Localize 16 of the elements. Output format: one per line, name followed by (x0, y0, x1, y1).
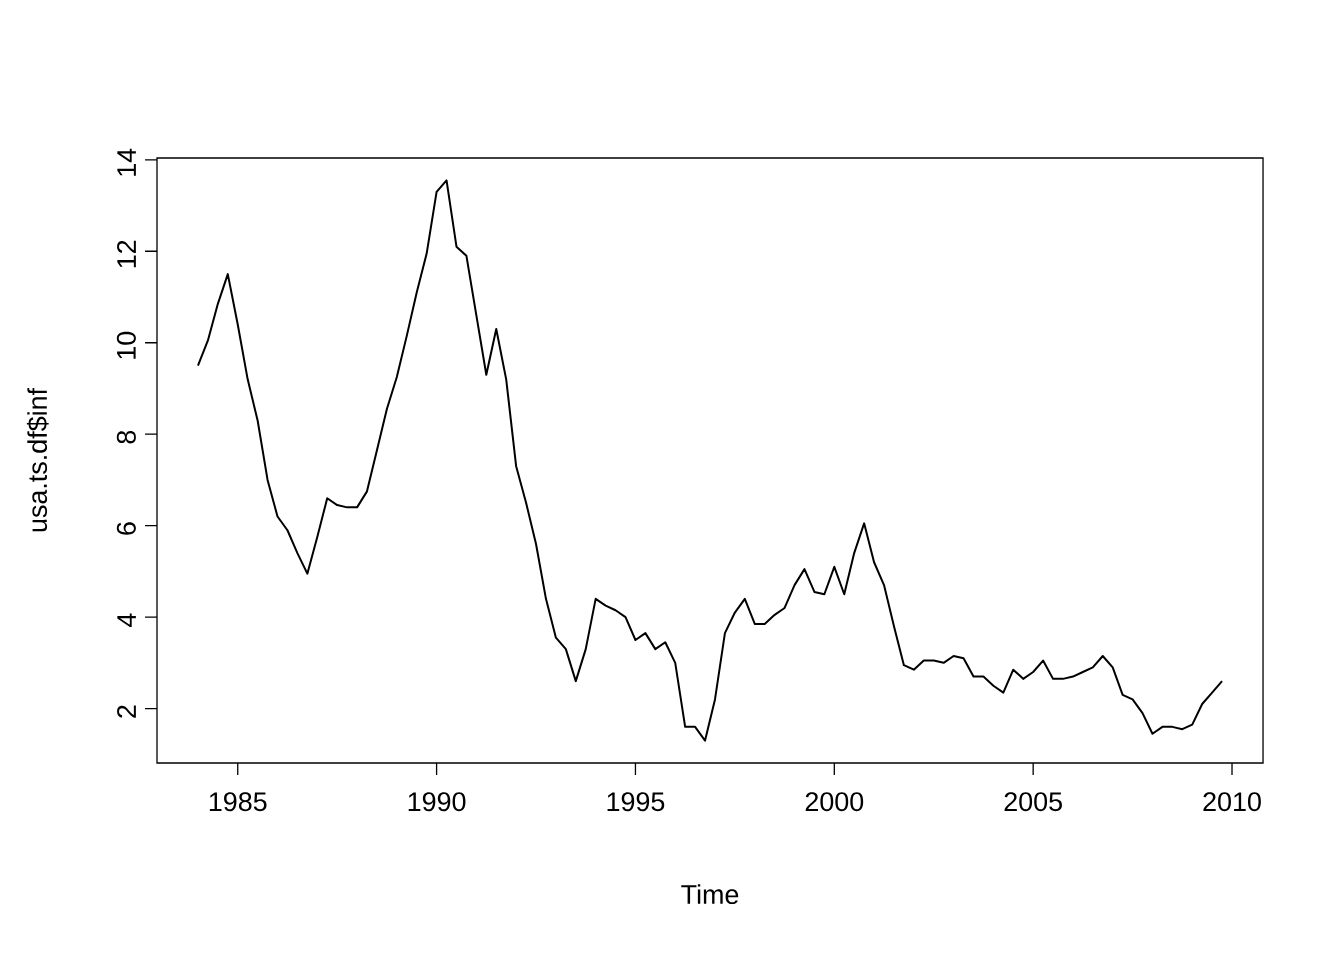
x-tick-label: 2010 (1203, 792, 1261, 812)
x-tick-label: 1990 (408, 792, 466, 812)
x-axis-title: Time (681, 884, 739, 905)
y-tick-label: 14 (117, 148, 136, 176)
y-tick-label: 2 (117, 705, 136, 718)
line-series (196, 179, 1224, 742)
y-tick-label: 12 (117, 240, 136, 268)
y-tick-label: 10 (116, 331, 136, 359)
x-tick-label: 2000 (805, 792, 864, 812)
y-tick-label: 4 (117, 613, 136, 627)
y-tick-label: 8 (116, 430, 136, 444)
x-tick-label: 2005 (1004, 792, 1062, 812)
y-tick-label: 6 (116, 522, 136, 535)
x-tick-label: 1995 (607, 792, 665, 812)
x-tick-label: 1985 (209, 792, 267, 812)
y-axis-title: usa.ts.df$inf (26, 387, 49, 532)
